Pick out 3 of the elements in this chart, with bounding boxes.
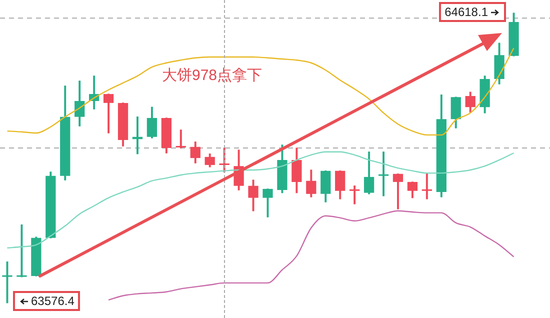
annotation: 大饼978点拿下 bbox=[162, 66, 262, 85]
annotation: 63576.4 bbox=[31, 294, 74, 308]
annotation: 64618.1 bbox=[444, 5, 488, 19]
